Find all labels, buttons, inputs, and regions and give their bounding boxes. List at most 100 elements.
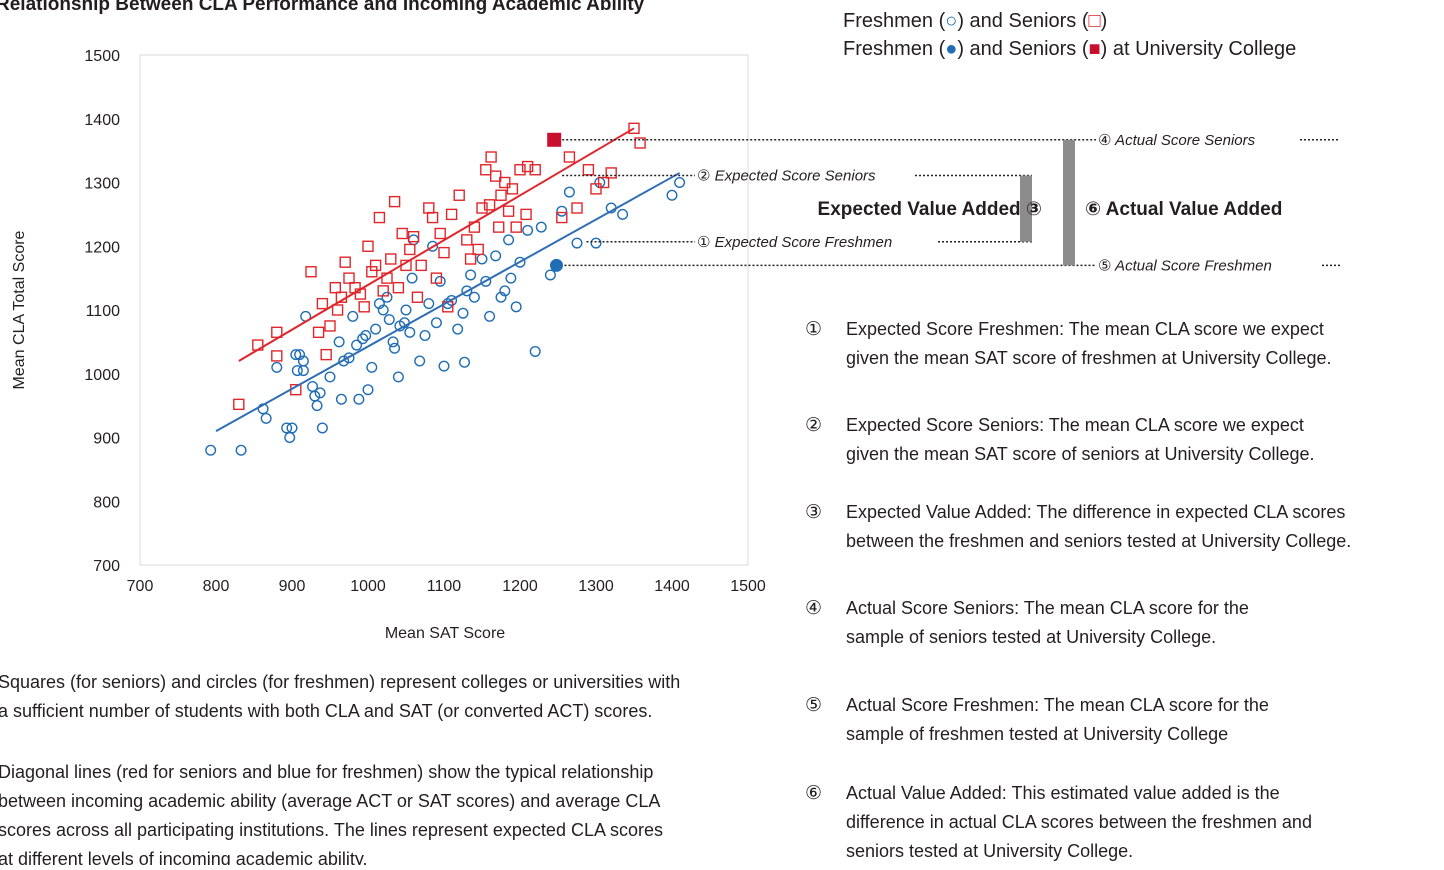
footnote-text: scores across all participating institut… [0,820,663,840]
uc-senior-point [547,132,562,147]
freshman-point [281,422,293,434]
senior-point [329,281,342,294]
y-tick-label: 1400 [84,112,120,129]
x-tick-label: 1200 [502,578,538,595]
senior-point [480,164,492,176]
senior-point [320,348,332,361]
legend-text: ) [1101,10,1108,32]
x-tick-label: 1000 [350,578,386,595]
freshman-point [381,291,393,303]
senior-point [312,326,325,339]
senior-point [271,350,283,362]
note-text: between the freshmen and seniors tested … [846,531,1351,551]
note-text: Actual Score Freshmen: The mean CLA scor… [846,695,1269,715]
y-tick-label: 1100 [86,303,121,320]
senior-point [483,199,496,211]
annotation: ② Expected Score Seniors [697,167,876,184]
freshman-point [370,323,382,335]
x-tick-label: 1300 [578,578,614,595]
freshman-point [383,314,395,326]
x-tick-label: 700 [127,578,154,595]
y-tick-label: 1000 [84,367,120,384]
annotation: ① Expected Score Freshmen [697,234,892,251]
actual-value-added-bar [1063,139,1075,266]
freshman-point [389,342,401,354]
freshman-point [408,234,420,246]
x-tick-label: 800 [203,578,230,595]
senior-point [461,234,473,246]
freshman-point [357,333,369,345]
x-tick-label: 1100 [427,578,462,595]
senior-point [582,164,595,176]
freshman-point [347,310,359,322]
freshman-point [338,355,350,367]
senior-point [339,256,351,268]
legend-text: Freshmen ( [843,38,946,60]
freshman-point [235,444,247,456]
freshman-point [351,339,363,351]
footnote-text: a sufficient number of students with bot… [0,701,652,721]
y-tick-label: 700 [93,558,120,575]
senior-point [453,189,465,201]
freshman-point [434,275,446,287]
senior-point [510,221,522,233]
note-text: sample of seniors tested at University C… [846,627,1216,647]
freshman-point [400,304,412,316]
note-text: Expected Score Seniors: The mean CLA sco… [846,415,1304,435]
legend-text: ) and Seniors ( [957,38,1089,60]
legend-text: ■ [1089,38,1101,60]
senior-point [514,164,526,176]
note-number: ① [805,319,822,340]
senior-point [493,221,505,233]
freshman-point [505,272,517,284]
legend-text: Freshmen ( [843,10,946,32]
legend-text: □ [1089,10,1101,32]
legend-text: ○ [945,10,957,32]
senior-point [369,259,382,272]
freshman-point [284,432,296,444]
senior-point [392,281,405,294]
senior-point [506,183,519,195]
annotation-bold: ⑥ Actual Value Added [1085,199,1282,220]
freshman-point [387,336,399,348]
senior-point [233,398,245,411]
legend-entry: Freshmen (○) and Seniors (□) [843,10,1107,32]
freshman-point [510,301,522,313]
legend-text: ) at University College [1101,38,1297,60]
freshman-point [291,365,303,377]
note-number: ⑥ [805,783,822,804]
senior-point [423,202,435,214]
x-tick-label: 1500 [730,578,766,595]
freshman-point [465,269,477,281]
freshman-point [438,360,450,372]
freshman-point [360,330,372,342]
note-text: Expected Value Added: The difference in … [846,502,1345,522]
note-text: difference in actual CLA scores between … [846,812,1312,832]
senior-point [305,266,317,278]
x-axis-title: Mean SAT Score [385,625,505,642]
senior-point [634,137,646,149]
freshman-point [294,349,306,361]
x-tick-label: 900 [279,578,306,595]
note-number: ② [805,415,822,436]
freshman-point [590,237,602,249]
senior-point [377,285,389,297]
freshman-point [522,224,534,236]
senior-point [426,211,439,224]
freshman-point [343,352,355,364]
note-text: Actual Value Added: This estimated value… [846,783,1280,803]
senior-point [489,170,502,182]
freshman-point [571,237,583,249]
freshman-point [316,422,328,434]
freshman-point [404,326,416,338]
y-axis-title: Mean CLA Total Score [11,230,28,389]
freshman-point [480,275,492,287]
note-text: sample of freshmen tested at University … [846,724,1228,744]
senior-point [388,195,401,208]
freshman-point [290,349,302,361]
freshman-point [427,240,439,252]
senior-point [358,301,370,313]
freshman-point [333,336,345,348]
